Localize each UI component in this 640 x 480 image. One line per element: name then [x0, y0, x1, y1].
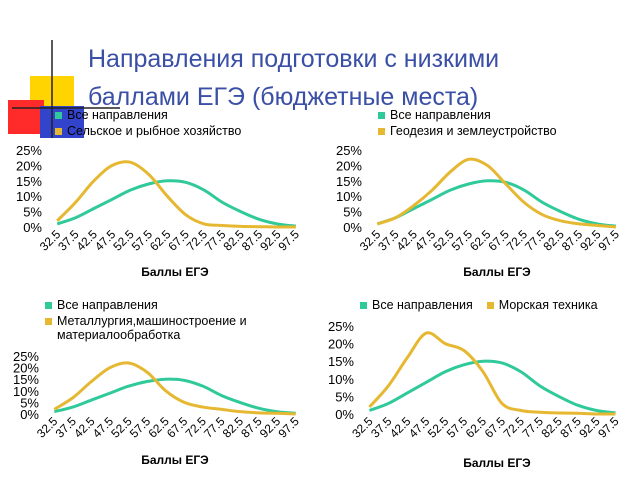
- legend-label: Все направления: [390, 108, 491, 122]
- x-axis-title: Баллы ЕГЭ: [463, 456, 531, 470]
- y-tick-label: 5%: [23, 205, 42, 220]
- y-tick-label: 0%: [20, 407, 39, 422]
- legend-swatch: [55, 128, 62, 135]
- legend: Все направления Сельское и рыбное хозяйст…: [55, 108, 315, 138]
- y-tick-label: 5%: [20, 395, 39, 410]
- x-axis-title: Баллы ЕГЭ: [141, 453, 209, 467]
- legend-item: Морская техника: [486, 298, 598, 312]
- legend-item: Все направления: [45, 298, 285, 312]
- x-axis-title: Баллы ЕГЭ: [463, 265, 531, 279]
- legend-swatch: [45, 318, 52, 325]
- decor: [8, 100, 44, 134]
- series-line: [376, 157, 616, 229]
- y-tick-label: 15%: [13, 372, 39, 387]
- legend-label: Геодезия и землеустройство: [390, 124, 557, 138]
- legend-item: Все направления: [55, 108, 315, 122]
- x-tick-label: 97.5: [275, 414, 302, 441]
- legend-item: Сельское и рыбное хозяйство: [55, 124, 315, 138]
- y-tick-label: 10%: [13, 384, 39, 399]
- legend-item: Геодезия и землеустройство: [378, 124, 628, 138]
- y-tick-label: 10%: [16, 189, 42, 204]
- series-line: [368, 331, 616, 416]
- series-line: [53, 361, 296, 416]
- legend-item: Металлургия,машиностроение и материалооб…: [45, 314, 285, 342]
- legend-swatch: [45, 302, 52, 309]
- legend: Все направления Металлургия,машиностроени…: [45, 298, 285, 342]
- series-line: [56, 179, 296, 228]
- y-tick-label: 0%: [335, 407, 354, 422]
- y-tick-label: 20%: [13, 361, 39, 376]
- y-tick-label: 20%: [328, 337, 354, 352]
- y-tick-label: 0%: [343, 220, 362, 235]
- y-tick-label: 20%: [16, 158, 42, 173]
- legend-item: Все направления: [378, 108, 628, 122]
- legend-label: Все направления: [67, 108, 168, 122]
- y-tick-label: 0%: [23, 220, 42, 235]
- legend: Все направления Геодезия и землеустройств…: [378, 108, 628, 138]
- series-line: [368, 359, 616, 415]
- slide-title: Направления подготовки с низкими баллами…: [88, 45, 500, 111]
- legend-swatch: [378, 128, 385, 135]
- y-tick-label: 25%: [13, 349, 39, 364]
- legend-label: Сельское и рыбное хозяйство: [67, 124, 242, 138]
- y-tick-label: 5%: [343, 205, 362, 220]
- y-tick-label: 25%: [336, 143, 362, 158]
- x-tick-label: 97.5: [595, 414, 622, 441]
- y-tick-label: 10%: [328, 372, 354, 387]
- series-line: [376, 179, 616, 228]
- legend-swatch: [360, 302, 367, 309]
- x-tick-label: 97.5: [596, 227, 623, 254]
- y-tick-label: 25%: [16, 143, 42, 158]
- y-tick-label: 5%: [335, 389, 354, 404]
- decor: [40, 106, 84, 138]
- legend-label: Морская техника: [498, 298, 598, 312]
- legend-item: Все направления: [360, 298, 473, 312]
- legend-swatch: [486, 302, 494, 309]
- y-tick-label: 15%: [336, 174, 362, 189]
- legend: Все направления Морская техника: [360, 298, 620, 312]
- y-tick-label: 15%: [16, 174, 42, 189]
- y-tick-label: 15%: [328, 354, 354, 369]
- legend-swatch: [55, 112, 62, 119]
- series-line: [53, 377, 296, 415]
- y-tick-label: 10%: [336, 189, 362, 204]
- x-tick-label: 97.5: [276, 227, 303, 254]
- legend-label: Все направления: [372, 298, 473, 312]
- y-tick-label: 20%: [336, 158, 362, 173]
- legend-swatch: [378, 112, 385, 119]
- series-line: [56, 160, 296, 229]
- x-axis-title: Баллы ЕГЭ: [141, 265, 209, 279]
- y-tick-label: 25%: [328, 319, 354, 334]
- legend-label: Все направления: [57, 298, 158, 312]
- legend-label: Металлургия,машиностроение и материалооб…: [57, 314, 247, 342]
